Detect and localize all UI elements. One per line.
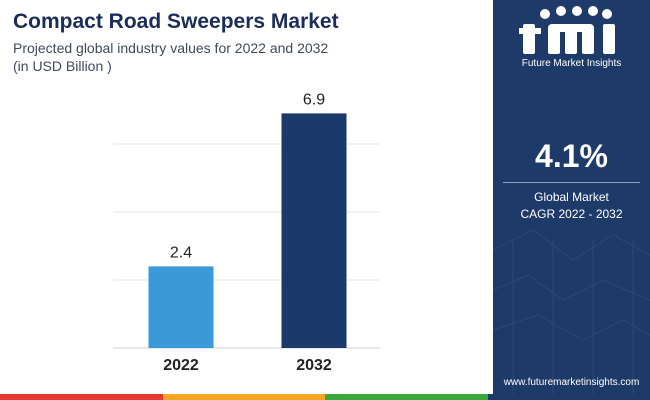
cagr-value: 4.1% bbox=[535, 138, 608, 174]
cagr-label-line2: CAGR 2022 - 2032 bbox=[520, 207, 623, 221]
bar-2022 bbox=[148, 266, 214, 348]
bar-chart: 2.4 6.9 2022 2032 bbox=[113, 91, 380, 374]
data-labels: 2.4 6.9 bbox=[170, 91, 325, 261]
chart-unit: (in USD Billion ) bbox=[13, 58, 112, 74]
background-pattern bbox=[493, 229, 650, 394]
bottom-bar-segment-0 bbox=[0, 394, 163, 400]
cagr-label-line1: Global Market bbox=[534, 190, 609, 204]
fmi-logo: Future Market Insights bbox=[493, 0, 650, 80]
x-tick-labels: 2022 2032 bbox=[163, 357, 332, 374]
logo-icon bbox=[519, 6, 615, 54]
cagr-divider bbox=[503, 182, 640, 183]
data-label-2022: 2.4 bbox=[170, 244, 192, 261]
data-label-2032: 6.9 bbox=[303, 91, 325, 108]
bottom-bar-segment-2 bbox=[325, 394, 488, 400]
chart-subtitle: Projected global industry values for 202… bbox=[13, 40, 329, 56]
chart-panel: Compact Road Sweepers Market Projected g… bbox=[13, 10, 380, 374]
bottom-bar-segment-3 bbox=[487, 394, 650, 400]
website-link[interactable]: www.futuremarketinsights.com bbox=[503, 377, 640, 388]
brand-name: Future Market Insights bbox=[521, 58, 622, 69]
info-sidebar: Future Market Insights 4.1% Global Marke… bbox=[493, 0, 650, 394]
bar-2032 bbox=[281, 113, 347, 349]
chart-title: Compact Road Sweepers Market bbox=[13, 10, 339, 33]
x-tick-2032: 2032 bbox=[296, 357, 332, 374]
x-tick-2022: 2022 bbox=[163, 357, 199, 374]
bottom-color-bar bbox=[0, 394, 650, 400]
bars bbox=[148, 113, 347, 349]
bottom-bar-segment-1 bbox=[162, 394, 325, 400]
